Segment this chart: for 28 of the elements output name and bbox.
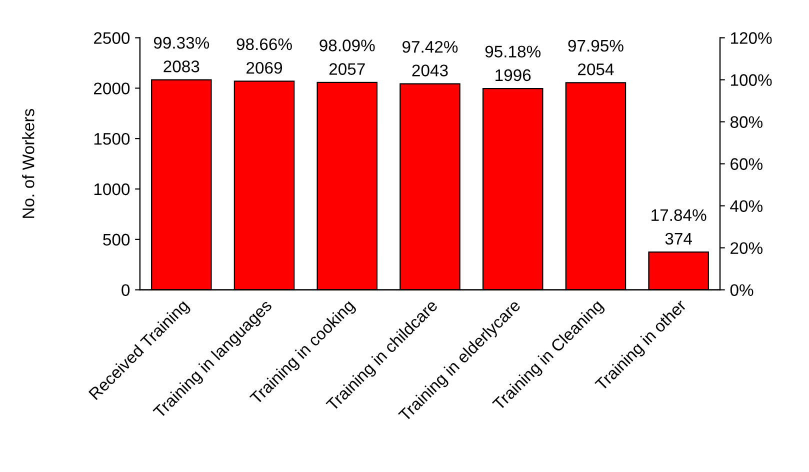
- y2-tick-label: 100%: [731, 74, 772, 86]
- data-label: 2054: [578, 63, 614, 76]
- annotation: 99.33%: [154, 36, 210, 49]
- y-axis-title: No. of Workers: [22, 108, 34, 218]
- annotation: 97.42%: [402, 40, 458, 53]
- y-tick-label: 1000: [94, 183, 130, 196]
- y2-tick-label: 80%: [730, 116, 762, 128]
- annotation: 98.66%: [236, 38, 292, 50]
- y-tick-label: 0: [122, 284, 130, 296]
- data-label: 2069: [246, 62, 282, 74]
- annotation: 17.84%: [652, 209, 706, 222]
- annotation: 95.18%: [485, 46, 541, 58]
- y2-tick-label: 60%: [730, 158, 762, 170]
- y-tick-label: 2500: [94, 32, 130, 44]
- annotation: 98.09%: [320, 40, 375, 52]
- data-label: 2043: [412, 64, 448, 76]
- y2-tick-label: 120%: [731, 32, 772, 44]
- y2-tick-label: 20%: [730, 242, 762, 254]
- y2-tick-label: 40%: [730, 200, 762, 212]
- y2-tick-label: 0%: [730, 284, 754, 296]
- data-label: 1996: [496, 69, 531, 82]
- y-tick-label: 1500: [94, 132, 130, 145]
- data-label: 2083: [164, 60, 200, 72]
- annotation: 97.95%: [568, 40, 624, 52]
- data-label: 2057: [329, 63, 365, 75]
- y-tick-label: 500: [103, 234, 130, 246]
- y-tick-label: 2000: [94, 82, 130, 94]
- data-label: 374: [665, 232, 692, 245]
